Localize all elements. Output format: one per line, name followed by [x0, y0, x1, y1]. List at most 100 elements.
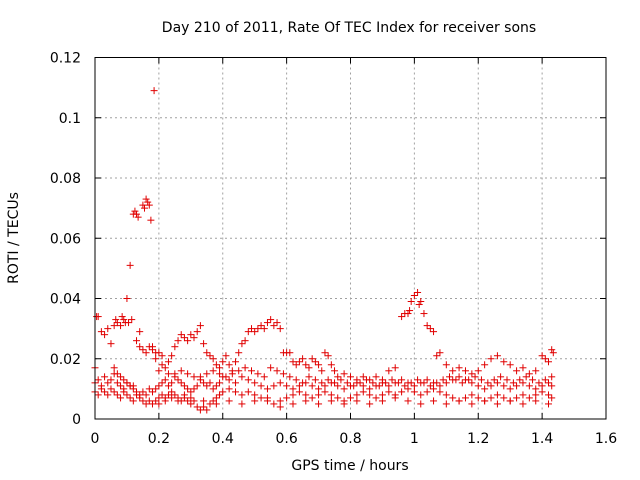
data-point: [471, 373, 479, 381]
data-point: [340, 400, 348, 408]
data-point: [493, 352, 501, 360]
data-point: [334, 382, 342, 390]
data-point: [145, 385, 153, 393]
data-point: [263, 394, 271, 402]
data-point: [257, 382, 265, 390]
data-point: [353, 397, 361, 405]
chart-title: Day 210 of 2011, Rate Of TEC Index for r…: [162, 20, 536, 36]
data-point: [125, 319, 133, 327]
x-axis-title: GPS time / hours: [291, 458, 408, 474]
data-point: [506, 397, 514, 405]
data-point: [500, 382, 508, 390]
data-point: [216, 379, 224, 387]
data-point: [120, 316, 128, 324]
data-point: [292, 361, 300, 369]
data-point: [273, 319, 281, 327]
data-point: [134, 213, 142, 221]
data-point: [535, 379, 543, 387]
data-point: [311, 358, 319, 366]
data-point: [548, 382, 556, 390]
data-point: [461, 367, 469, 375]
data-point: [295, 358, 303, 366]
data-point: [158, 391, 166, 399]
data-point: [315, 361, 323, 369]
data-point: [216, 364, 224, 372]
data-point: [359, 388, 367, 396]
data-point: [493, 400, 501, 408]
data-point: [126, 394, 134, 402]
data-point: [541, 376, 549, 384]
data-point: [519, 400, 527, 408]
data-point: [410, 388, 418, 396]
data-point: [538, 382, 546, 390]
data-point: [177, 379, 185, 387]
data-point: [350, 382, 358, 390]
data-point: [142, 195, 150, 203]
data-point: [168, 394, 176, 402]
data-point: [235, 367, 243, 375]
data-point: [481, 397, 489, 405]
data-point: [206, 400, 214, 408]
data-point: [212, 361, 220, 369]
data-point: [104, 325, 112, 333]
data-point: [484, 379, 492, 387]
data-point: [145, 343, 153, 351]
data-point: [142, 391, 150, 399]
data-point: [519, 391, 527, 399]
data-point: [267, 364, 275, 372]
y-tick-label: 0.1: [59, 111, 81, 127]
data-point: [270, 322, 278, 330]
data-point: [219, 388, 227, 396]
data-point: [148, 346, 156, 354]
data-point: [129, 382, 137, 390]
data-point: [347, 373, 354, 381]
data-point: [104, 391, 112, 399]
data-point: [254, 370, 262, 378]
data-point: [174, 337, 182, 345]
data-point: [136, 328, 144, 336]
data-point: [133, 337, 141, 345]
data-point: [168, 388, 176, 396]
data-point: [481, 385, 489, 393]
data-point: [260, 373, 268, 381]
data-point: [270, 382, 278, 390]
data-point: [190, 373, 198, 381]
data-point: [391, 364, 399, 372]
data-point: [295, 382, 303, 390]
data-point: [251, 379, 259, 387]
data-point: [436, 349, 444, 357]
data-point: [321, 349, 329, 357]
data-point: [104, 379, 112, 387]
data-point: [334, 394, 342, 402]
data-point: [468, 379, 476, 387]
data-point: [378, 391, 386, 399]
data-point: [372, 373, 380, 381]
data-point: [398, 376, 406, 384]
data-point: [193, 403, 201, 411]
data-point: [545, 391, 553, 399]
data-point: [232, 379, 240, 387]
data-point: [200, 397, 208, 405]
data-point: [417, 400, 425, 408]
data-point: [196, 373, 204, 381]
data-point: [468, 391, 476, 399]
data-point: [353, 391, 361, 399]
data-point: [497, 373, 505, 381]
grid-lines: [95, 57, 606, 419]
data-point: [404, 397, 412, 405]
data-point: [225, 397, 233, 405]
data-point: [487, 394, 495, 402]
data-point: [193, 328, 201, 336]
data-point: [152, 385, 160, 393]
data-point: [225, 385, 233, 393]
data-point: [118, 313, 126, 321]
data-point: [190, 334, 198, 342]
data-point: [455, 364, 463, 372]
data-point: [263, 319, 271, 327]
data-point: [270, 400, 278, 408]
data-point: [117, 322, 125, 330]
data-point: [117, 382, 125, 390]
data-point: [394, 379, 402, 387]
data-point: [168, 352, 176, 360]
